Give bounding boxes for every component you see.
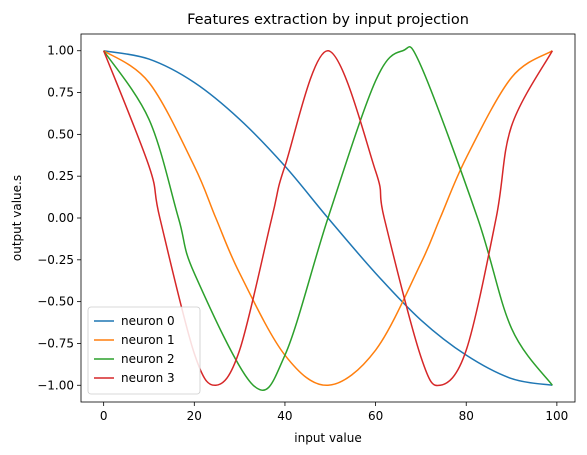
legend: neuron 0 neuron 1 neuron 2 neuron 3 <box>87 306 201 395</box>
x-tick-label: 60 <box>368 409 383 423</box>
y-tick-label: 0.00 <box>47 211 74 225</box>
series-layer <box>102 46 553 391</box>
legend-label: neuron 2 <box>121 352 175 366</box>
y-tick-label: −1.00 <box>37 378 74 392</box>
y-axis-title: output value.s <box>10 175 24 261</box>
x-tick-label: 0 <box>100 409 108 423</box>
y-tick-label: 0.25 <box>47 169 74 183</box>
series-line-3 <box>102 49 553 387</box>
x-axis: 0 20 40 60 80 100 <box>100 402 568 423</box>
y-tick-label: −0.25 <box>37 253 74 267</box>
y-tick-label: 0.75 <box>47 86 74 100</box>
legend-label: neuron 1 <box>121 333 175 347</box>
series-line-1 <box>103 50 553 387</box>
x-tick-label: 100 <box>545 409 568 423</box>
series-line-2 <box>103 46 553 391</box>
y-axis: 1.00 0.75 0.50 0.25 0.00 −0.25 −0.50 −0.75 −1.00 <box>37 44 81 392</box>
x-tick-label: 40 <box>277 409 292 423</box>
legend-label: neuron 0 <box>121 314 175 328</box>
chart-title: Features extraction by input projection <box>187 12 469 28</box>
y-tick-label: −0.75 <box>37 336 74 350</box>
y-tick-label: 1.00 <box>47 44 74 58</box>
x-axis-title: input value <box>294 431 361 445</box>
legend-label: neuron 3 <box>121 371 175 385</box>
y-tick-label: 0.50 <box>47 127 74 141</box>
legend-box <box>87 306 201 395</box>
y-tick-label: −0.50 <box>37 295 74 309</box>
x-tick-label: 80 <box>459 409 474 423</box>
x-tick-label: 20 <box>187 409 202 423</box>
